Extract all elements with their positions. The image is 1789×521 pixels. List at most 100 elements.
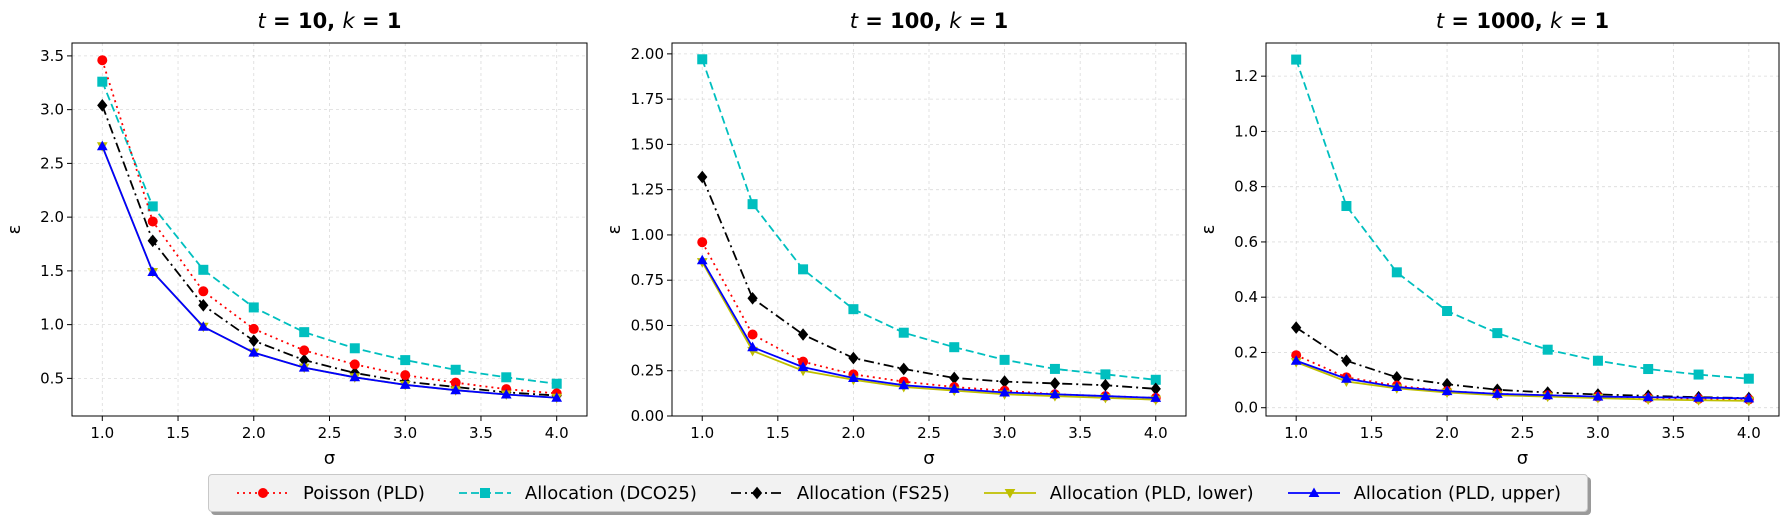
data-point — [1592, 391, 1604, 401]
x-axis-label: σ — [1517, 448, 1528, 469]
data-point — [1100, 378, 1111, 392]
y-tick-label: 0.6 — [1234, 233, 1258, 251]
data-point — [1442, 306, 1453, 317]
y-tick-label: 1.5 — [40, 262, 64, 280]
x-tick-label: 4.0 — [545, 424, 569, 442]
data-point — [696, 254, 708, 265]
data-point — [298, 362, 310, 372]
y-tick-label: 0.0 — [1234, 399, 1258, 417]
series-allocation-dco25 — [697, 54, 1161, 385]
series-allocation-fs25 — [697, 170, 1161, 396]
x-tick-label: 3.5 — [469, 424, 493, 442]
data-point — [1100, 369, 1111, 380]
x-axis-label: σ — [324, 448, 335, 469]
data-point — [1642, 391, 1654, 402]
data-point — [898, 327, 909, 338]
series-allocation-pld-upper — [96, 140, 563, 402]
data-point — [697, 54, 708, 65]
data-point — [1592, 355, 1603, 366]
legend-marker — [751, 486, 763, 500]
y-tick-label: 1.25 — [631, 181, 664, 199]
x-tick-label: 1.5 — [1360, 424, 1384, 442]
series-line — [701, 259, 1156, 399]
subplot-t1000: 1.0 1.5 2.0 2.5 3.0 3.5 4.0 0.0 0.2 0.4 0.6 0.8 1.0 1… — [1198, 9, 1780, 469]
legend-item: Allocation (PLD, upper) — [1286, 483, 1561, 504]
data-point — [1693, 392, 1704, 402]
data-point — [248, 334, 259, 348]
data-point — [248, 347, 260, 357]
data-point — [1542, 389, 1554, 400]
data-point — [697, 237, 708, 248]
data-point — [147, 201, 158, 212]
data-point — [551, 392, 563, 402]
data-point — [999, 386, 1010, 397]
data-point — [450, 384, 462, 395]
legend-marker — [1004, 489, 1016, 499]
y-tick-label: 1.2 — [1234, 67, 1258, 85]
series-line — [101, 145, 557, 399]
x-axis-label: σ — [923, 448, 934, 469]
data-point — [747, 292, 758, 305]
x-tick-label: 3.5 — [1661, 424, 1685, 442]
data-point — [1492, 328, 1503, 339]
data-point — [999, 354, 1010, 365]
data-point — [400, 370, 411, 381]
data-point — [1291, 321, 1302, 334]
legend-swatch — [730, 486, 783, 500]
data-point — [1743, 392, 1755, 403]
data-point — [1643, 364, 1654, 375]
data-point — [1341, 201, 1352, 212]
x-tick-label: 1.0 — [90, 424, 114, 442]
series-line — [1295, 59, 1749, 380]
legend-item: Allocation (DCO25) — [457, 483, 697, 504]
data-point — [97, 55, 108, 66]
data-point — [797, 361, 809, 372]
data-point — [147, 266, 159, 276]
data-point — [949, 342, 960, 353]
series-line — [1295, 326, 1749, 399]
data-point — [349, 371, 361, 382]
x-tick-label: 2.0 — [242, 424, 266, 442]
y-tick-label: 2.5 — [40, 154, 64, 172]
data-point — [198, 286, 209, 297]
y-tick-label: 0.50 — [631, 316, 664, 334]
x-tick-label: 2.0 — [841, 424, 865, 442]
data-point — [798, 264, 809, 275]
legend-label: Allocation (PLD, lower) — [1049, 482, 1254, 504]
x-tick-label: 3.0 — [1586, 424, 1610, 442]
data-point — [1100, 390, 1111, 401]
y-tick-label: 3.5 — [40, 47, 64, 65]
y-tick-label: 0.25 — [631, 362, 664, 380]
data-point — [500, 388, 512, 399]
data-point — [848, 304, 859, 315]
legend-item: Poisson (PLD) — [235, 483, 425, 504]
data-point — [1290, 355, 1302, 365]
data-point — [1542, 344, 1553, 355]
legend-swatch — [458, 488, 511, 498]
series-line — [1295, 361, 1749, 402]
data-point — [349, 359, 360, 370]
series-line — [701, 241, 1156, 399]
y-tick-label: 1.50 — [631, 135, 664, 153]
data-point — [551, 378, 562, 389]
data-point — [299, 345, 310, 356]
y-tick-label: 1.0 — [1234, 122, 1258, 140]
data-point — [747, 341, 758, 352]
data-point — [1441, 385, 1453, 396]
x-tick-label: 4.0 — [1144, 424, 1168, 442]
y-tick-label: 2.0 — [40, 208, 64, 226]
x-tick-label: 1.0 — [690, 424, 714, 442]
data-point — [248, 323, 259, 334]
y-tick-label: 0.4 — [1234, 288, 1258, 306]
legend-label: Allocation (FS25) — [796, 482, 950, 504]
x-tick-label: 1.5 — [166, 424, 190, 442]
data-point — [147, 234, 158, 248]
data-point — [198, 264, 209, 275]
data-point — [1291, 54, 1302, 65]
y-tick-label: 1.00 — [631, 226, 664, 244]
subplot-t100: 1.0 1.5 2.0 2.5 3.0 3.5 4.0 0.00 0.25 0.50 0.75 1.0… — [604, 9, 1187, 469]
data-point — [1049, 363, 1060, 374]
x-tick-label: 2.5 — [917, 424, 941, 442]
y-tick-label: 0.2 — [1234, 343, 1258, 361]
